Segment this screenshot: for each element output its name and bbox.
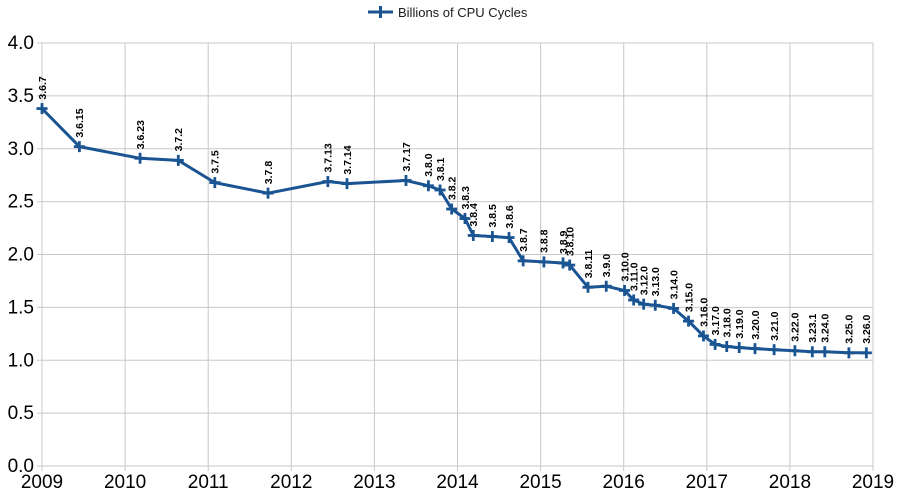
plot-area: 0.0 0.5 1.0 1.5 2.0 2.5 3.0 3.5 4.0 2009 2010 2011 2…	[8, 33, 895, 493]
x-axis-tick-label: 2016	[603, 472, 645, 493]
data-point-label: 3.25.0	[844, 314, 856, 343]
data-point-label: 3.22.0	[790, 312, 802, 341]
data-point-label: 3.20.0	[750, 310, 762, 339]
data-point-label: 3.7.5	[210, 150, 222, 174]
data-point-label: 3.12.0	[638, 266, 650, 295]
x-axis-tick-label: 2012	[270, 472, 312, 493]
x-axis-tick-label: 2015	[519, 472, 561, 493]
data-point-label: 3.13.0	[650, 267, 662, 296]
y-axis-tick-label: 0.0	[8, 456, 34, 477]
data-point-label: 3.16.0	[698, 298, 710, 327]
data-point-label: 3.7.13	[323, 143, 335, 172]
y-axis-tick-label: 4.0	[8, 33, 34, 54]
x-axis-tick-label: 2017	[686, 472, 728, 493]
data-point-label: 3.21.0	[769, 311, 781, 340]
data-point-label: 3.6.15	[74, 108, 86, 137]
data-point-label: 3.8.11	[583, 250, 595, 279]
data-point-label: 3.8.5	[487, 204, 499, 228]
data-point-label: 3.8.1	[435, 157, 447, 181]
legend-label: Billions of CPU Cycles	[398, 5, 528, 20]
x-axis-tick-label: 2010	[104, 472, 146, 493]
y-axis-tick-label: 0.5	[8, 403, 34, 424]
x-axis-tick-label: 2011	[188, 472, 229, 493]
y-axis-tick-label: 3.0	[8, 139, 34, 160]
data-point-label: 3.8.3	[460, 186, 472, 210]
y-axis-tick-label: 2.5	[8, 192, 34, 213]
data-point-label: 3.8.0	[423, 153, 435, 177]
x-axis-tick-label: 2018	[769, 472, 811, 493]
data-point-label: 3.8.9	[558, 230, 570, 254]
data-point-label: 3.11.0	[629, 262, 641, 291]
data-point-label: 3.8.8	[539, 229, 551, 253]
x-axis-tick-label: 2019	[852, 472, 894, 493]
data-point-label: 3.8.7	[518, 228, 530, 252]
data-point-label: 3.8.6	[504, 205, 516, 229]
legend-line-marker	[368, 6, 393, 18]
data-point-label: 3.8.4	[468, 203, 480, 227]
data-point-label: 3.7.14	[342, 145, 354, 174]
data-point-label: 3.14.0	[668, 270, 680, 299]
data-point-label: 3.7.17	[401, 142, 413, 171]
data-point-label: 3.18.0	[722, 308, 734, 337]
data-point-label: 3.24.0	[820, 313, 832, 342]
data-point-label: 3.15.0	[683, 283, 695, 312]
data-point-label: 3.8.10	[565, 227, 577, 256]
data-point-label: 3.6.7	[37, 76, 49, 100]
y-axis-tick-label: 1.0	[8, 350, 34, 371]
data-point-label: 3.19.0	[734, 309, 746, 338]
data-point-label: 3.17.0	[710, 306, 722, 335]
x-axis-tick-label: 2014	[436, 472, 479, 493]
data-point-label: 3.23.1	[807, 313, 819, 342]
x-axis-tick-label: 2009	[21, 472, 63, 493]
data-point-label: 3.8.2	[447, 176, 459, 200]
data-point-label: 3.10.0	[619, 252, 631, 281]
y-axis-tick-label: 2.0	[8, 245, 34, 266]
data-point-label: 3.6.23	[135, 120, 147, 149]
data-point-label: 3.7.2	[173, 128, 185, 152]
data-point-label: 3.7.8	[263, 161, 275, 185]
y-axis-tick-label: 1.5	[8, 297, 34, 318]
data-point-label: 3.9.0	[601, 254, 613, 278]
data-point-label: 3.26.0	[861, 314, 873, 343]
y-axis-tick-label: 3.5	[8, 86, 34, 107]
legend: Billions of CPU Cycles	[368, 5, 528, 20]
x-axis-tick-label: 2013	[353, 472, 395, 493]
